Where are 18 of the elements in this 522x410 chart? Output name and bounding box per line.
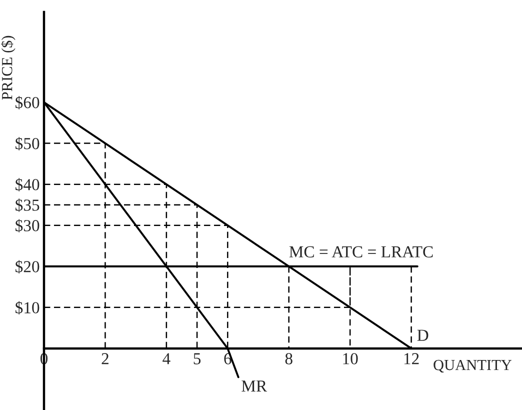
y-tick-label: $35 xyxy=(16,198,40,212)
x-tick-label: 10 xyxy=(343,353,358,364)
x-tick-label: 2 xyxy=(102,353,108,364)
annotation: MR xyxy=(242,380,268,392)
x-axis-title: QUANTITY xyxy=(434,360,512,373)
annotation: MC = ATC = LRATC xyxy=(289,246,433,258)
y-axis-title: PRICE ($) xyxy=(1,36,16,100)
annotation: D xyxy=(417,330,428,341)
y-tick-label: $60 xyxy=(16,96,40,110)
x-tick-label: 5 xyxy=(194,353,201,364)
y-tick-label: $10 xyxy=(16,301,40,314)
y-tick-label: $20 xyxy=(16,260,40,274)
y-tick-label: $30 xyxy=(16,219,40,232)
y-tick-label: $40 xyxy=(16,178,40,192)
x-tick-label: 4 xyxy=(162,353,170,364)
x-tick-label: 12 xyxy=(404,353,419,364)
x-tick-label: 8 xyxy=(285,353,292,364)
y-tick-label: $50 xyxy=(16,137,40,150)
